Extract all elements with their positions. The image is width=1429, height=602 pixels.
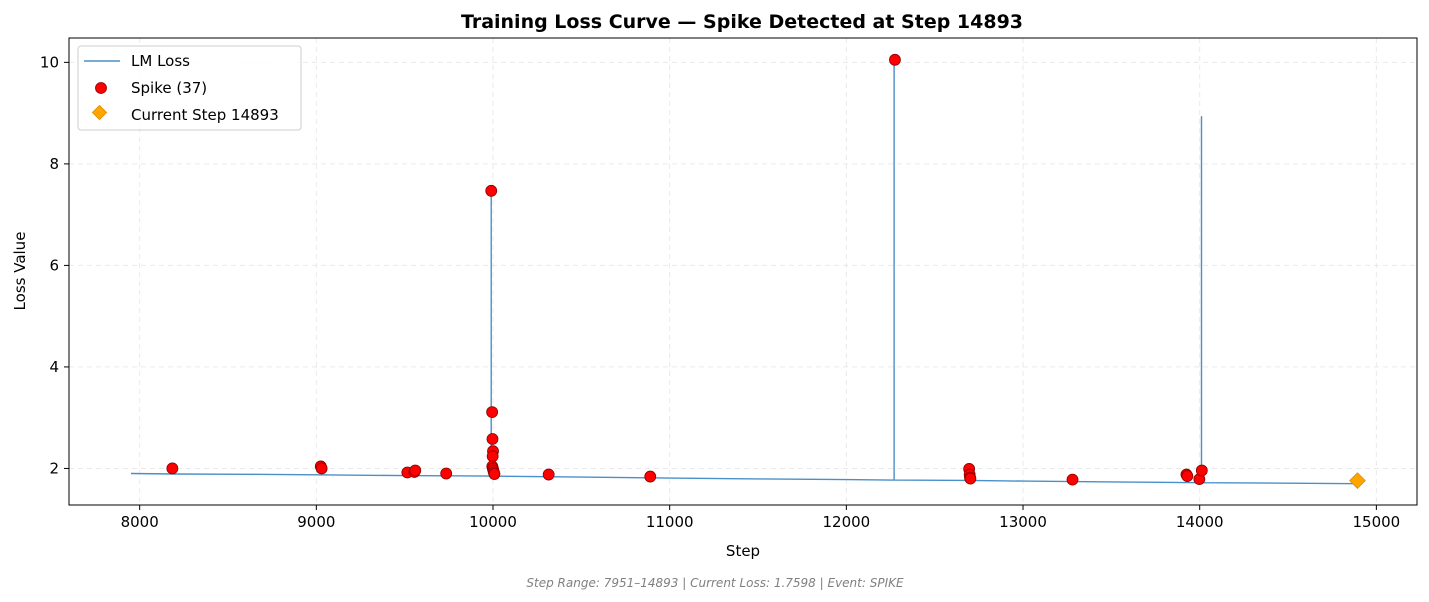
current-step-marker bbox=[1349, 472, 1366, 489]
y-axis-label: Loss Value bbox=[11, 232, 29, 311]
y-tick-label: 4 bbox=[49, 358, 59, 376]
series-line-lm-loss bbox=[130, 59, 1358, 485]
legend-entry-lm-loss: LM Loss bbox=[131, 52, 190, 70]
plot-area bbox=[130, 53, 1366, 489]
x-tick-label: 8000 bbox=[121, 513, 159, 531]
spike-point bbox=[166, 462, 179, 475]
spike-point bbox=[486, 433, 499, 445]
y-tick-label: 10 bbox=[40, 53, 59, 71]
legend-current-icon bbox=[91, 104, 108, 121]
spike-point bbox=[1066, 473, 1079, 486]
legend-box bbox=[77, 45, 302, 131]
y-tick-label: 8 bbox=[49, 155, 59, 173]
spike-point bbox=[486, 406, 499, 419]
x-tick-label: 9000 bbox=[297, 513, 335, 531]
legend: LM Loss Spike (37) Current Step 14893 bbox=[77, 45, 302, 131]
spike-point bbox=[1195, 464, 1208, 477]
x-tick-label: 10000 bbox=[469, 513, 517, 531]
x-tick-label: 12000 bbox=[822, 513, 870, 531]
spike-point bbox=[485, 184, 498, 197]
spike-point bbox=[315, 462, 328, 475]
legend-entry-spike: Spike (37) bbox=[131, 79, 207, 97]
spike-point bbox=[542, 468, 555, 481]
spike-point bbox=[488, 468, 501, 480]
x-tick-label: 14000 bbox=[1176, 513, 1224, 531]
spike-point bbox=[486, 450, 499, 463]
x-tick-label: 11000 bbox=[646, 513, 694, 531]
y-axis: 2 4 6 8 10 bbox=[40, 53, 69, 477]
spike-point bbox=[644, 470, 657, 483]
plot-frame bbox=[68, 37, 1418, 506]
x-axis: 8000 9000 10000 11000 12000 13000 14000 15000 bbox=[121, 505, 1401, 531]
y-tick-label: 2 bbox=[49, 459, 59, 477]
spike-point bbox=[440, 467, 453, 480]
x-tick-label: 15000 bbox=[1353, 513, 1401, 531]
legend-spike-icon bbox=[95, 82, 107, 94]
grid-lines bbox=[69, 38, 1417, 505]
footer-caption: Step Range: 7951–14893 | Current Loss: 1… bbox=[526, 576, 904, 590]
x-axis-label: Step bbox=[726, 542, 760, 560]
spike-point bbox=[1181, 470, 1194, 482]
y-tick-label: 6 bbox=[49, 256, 59, 274]
legend-entry-current-step: Current Step 14893 bbox=[131, 106, 279, 124]
spike-point bbox=[964, 472, 977, 485]
x-tick-label: 13000 bbox=[999, 513, 1047, 531]
spike-point bbox=[409, 464, 422, 477]
spike-point bbox=[889, 53, 901, 66]
chart-title: Training Loss Curve — Spike Detected at … bbox=[461, 11, 1023, 33]
